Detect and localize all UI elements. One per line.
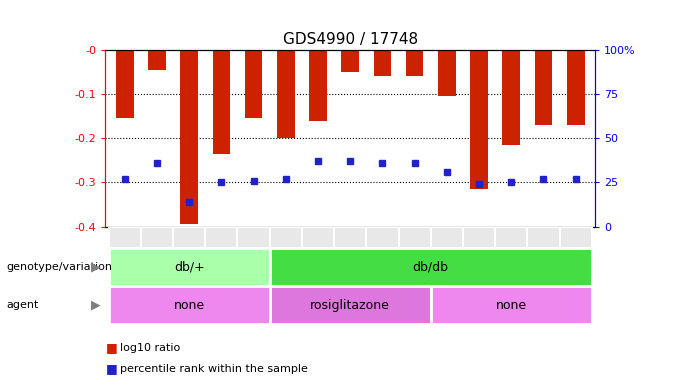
Text: ■: ■ (105, 362, 117, 375)
Text: db/+: db/+ (174, 260, 205, 273)
Bar (463, 227, 495, 248)
Bar (438, 50, 456, 96)
Text: ▶: ▶ (91, 299, 101, 312)
Bar (109, 248, 270, 286)
Text: percentile rank within the sample: percentile rank within the sample (120, 364, 308, 374)
Bar (270, 286, 430, 324)
Bar (334, 227, 367, 248)
Text: none: none (496, 299, 527, 312)
Bar (341, 50, 359, 72)
Bar (270, 248, 592, 286)
Bar (245, 50, 262, 118)
Bar (567, 50, 585, 125)
Text: ■: ■ (105, 341, 117, 354)
Bar (180, 50, 198, 224)
Bar (277, 50, 294, 138)
Bar (173, 227, 205, 248)
Bar (534, 50, 552, 125)
Bar (237, 227, 270, 248)
Text: db/db: db/db (413, 260, 449, 273)
Text: agent: agent (7, 300, 39, 310)
Bar (373, 50, 391, 76)
Bar (141, 227, 173, 248)
Bar (109, 286, 270, 324)
Bar (398, 227, 430, 248)
Text: genotype/variation: genotype/variation (7, 262, 113, 272)
Bar (148, 50, 166, 70)
Bar (406, 50, 424, 76)
Bar (270, 227, 302, 248)
Bar (495, 227, 528, 248)
Bar (302, 227, 334, 248)
Bar (430, 286, 592, 324)
Text: log10 ratio: log10 ratio (120, 343, 181, 353)
Bar (205, 227, 237, 248)
Bar (560, 227, 592, 248)
Bar (430, 227, 463, 248)
Text: rosiglitazone: rosiglitazone (310, 299, 390, 312)
Bar (212, 50, 231, 154)
Bar (116, 50, 133, 118)
Bar (528, 227, 560, 248)
Text: none: none (173, 299, 205, 312)
Bar (309, 50, 327, 121)
Bar (470, 50, 488, 189)
Text: ▶: ▶ (91, 260, 101, 273)
Bar (109, 227, 141, 248)
Bar (503, 50, 520, 145)
Bar (367, 227, 398, 248)
Title: GDS4990 / 17748: GDS4990 / 17748 (283, 32, 418, 47)
